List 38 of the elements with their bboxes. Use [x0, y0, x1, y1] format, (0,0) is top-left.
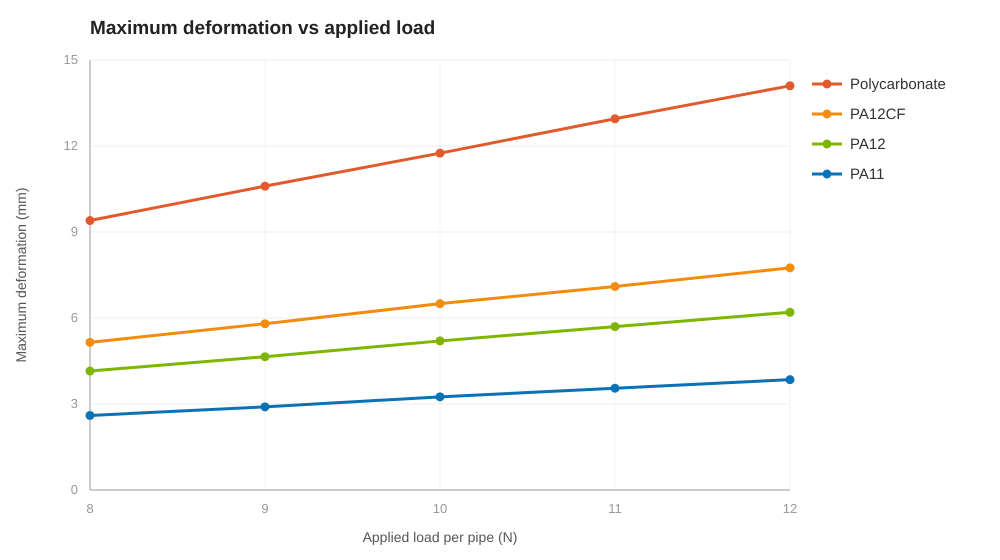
- point: [786, 375, 794, 384]
- point: [786, 308, 794, 317]
- x-tick-label: 9: [261, 501, 269, 516]
- point: [260, 402, 270, 412]
- point: [610, 322, 620, 332]
- point: [610, 384, 620, 393]
- point: [436, 148, 444, 158]
- point: [786, 263, 794, 272]
- y-tick-label: 3: [70, 396, 78, 412]
- point: [260, 319, 270, 328]
- point: [260, 352, 270, 362]
- point: [86, 366, 94, 376]
- legend-label: PA12CF: [850, 106, 906, 123]
- point: [86, 216, 94, 226]
- x-axis-title: Applied load per pipe (N): [362, 529, 518, 545]
- point: [436, 299, 444, 308]
- y-tick-label: 6: [70, 310, 78, 326]
- legend-label: PA12: [850, 136, 886, 153]
- point: [86, 338, 94, 347]
- point: [436, 392, 444, 402]
- y-tick-label: 12: [64, 138, 78, 154]
- chart-title: Maximum deformation vs applied load: [90, 18, 436, 39]
- point: [610, 114, 620, 124]
- point: [260, 182, 270, 191]
- point: [436, 336, 444, 346]
- x-tick-label: 8: [86, 501, 94, 516]
- x-tick-label: 12: [782, 501, 798, 516]
- y-tick-label: 9: [70, 224, 78, 240]
- legend-label: PA11: [850, 166, 884, 183]
- x-tick-label: 10: [432, 501, 448, 516]
- point: [786, 81, 794, 90]
- y-tick-label: 15: [64, 52, 78, 68]
- legend-label: Polycarbonate: [850, 76, 946, 93]
- x-tick-label: 11: [608, 501, 622, 516]
- point: [610, 282, 620, 291]
- point: [86, 410, 94, 420]
- y-tick-label: 0: [70, 482, 78, 498]
- y-axis-title: Maximum deformation (mm): [13, 187, 29, 363]
